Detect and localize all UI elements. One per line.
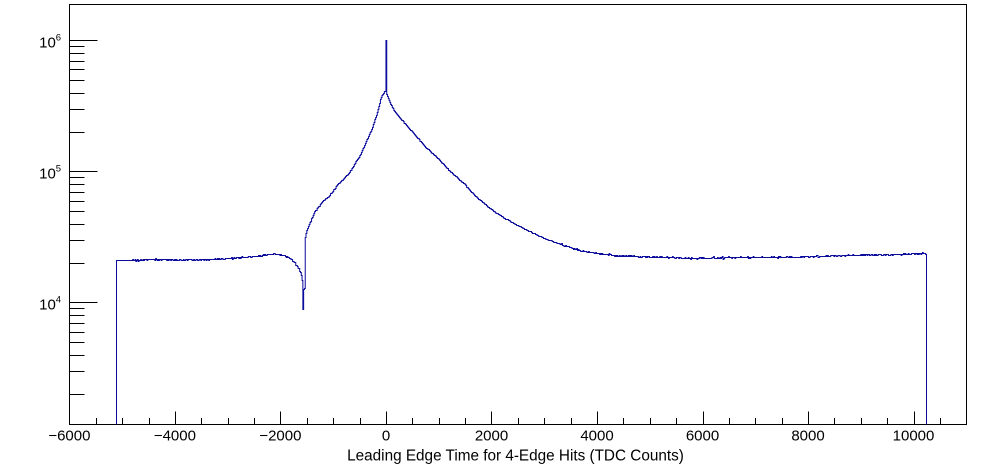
- svg-text:10: 10: [39, 34, 56, 51]
- svg-text:−2000: −2000: [259, 427, 301, 444]
- svg-text:4: 4: [56, 294, 61, 305]
- svg-text:8000: 8000: [791, 427, 824, 444]
- svg-text:6: 6: [56, 32, 61, 43]
- svg-text:0: 0: [382, 427, 390, 444]
- svg-text:5: 5: [56, 163, 61, 174]
- svg-text:10000: 10000: [893, 427, 935, 444]
- svg-text:4000: 4000: [580, 427, 613, 444]
- svg-text:−4000: −4000: [154, 427, 196, 444]
- svg-text:−6000: −6000: [48, 427, 90, 444]
- svg-text:10: 10: [39, 165, 56, 182]
- svg-text:10: 10: [39, 296, 56, 313]
- svg-text:6000: 6000: [686, 427, 719, 444]
- svg-text:Leading Edge Time for 4-Edge H: Leading Edge Time for 4-Edge Hits (TDC C…: [347, 447, 684, 464]
- svg-text:2000: 2000: [475, 427, 508, 444]
